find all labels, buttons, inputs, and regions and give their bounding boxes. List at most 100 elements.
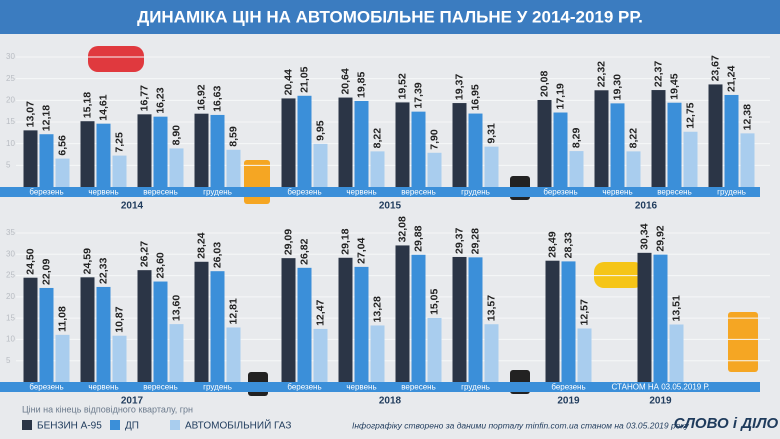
year-label: 2014 bbox=[121, 201, 144, 212]
value-label: 8,59 bbox=[227, 126, 239, 147]
bar bbox=[55, 334, 70, 382]
value-label: 9,31 bbox=[485, 123, 497, 144]
bar bbox=[468, 113, 483, 187]
value-label: 8,22 bbox=[627, 128, 639, 149]
bar bbox=[651, 90, 666, 187]
value-label: 6,56 bbox=[56, 135, 68, 156]
y-tick-label: 30 bbox=[6, 249, 15, 258]
value-label: 28,49 bbox=[546, 231, 558, 257]
y-tick-label: 20 bbox=[6, 292, 15, 301]
value-label: 14,61 bbox=[97, 94, 109, 120]
value-label: 20,44 bbox=[282, 69, 294, 95]
axis-strip bbox=[0, 382, 760, 392]
value-label: 16,77 bbox=[138, 85, 150, 111]
bar bbox=[194, 261, 209, 382]
title-bar bbox=[0, 0, 780, 34]
axis-strip bbox=[0, 187, 760, 197]
value-label: 29,09 bbox=[282, 229, 294, 255]
value-label: 28,24 bbox=[195, 232, 207, 258]
bar bbox=[740, 133, 755, 187]
value-label: 29,37 bbox=[453, 228, 465, 254]
year-label: 2015 bbox=[379, 201, 402, 212]
x-tick-label: березень bbox=[287, 188, 321, 197]
bar bbox=[55, 158, 70, 187]
value-label: 8,90 bbox=[170, 125, 182, 146]
x-tick-label: вересень bbox=[401, 383, 436, 392]
value-label: 12,75 bbox=[684, 102, 696, 128]
fuel-pump-icon bbox=[728, 312, 758, 372]
bar bbox=[354, 266, 369, 382]
x-tick-label: березень bbox=[287, 383, 321, 392]
x-tick-label: червень bbox=[346, 188, 376, 197]
value-label: 11,08 bbox=[56, 306, 68, 332]
bar bbox=[112, 335, 127, 382]
bar bbox=[395, 245, 410, 382]
x-tick-label: грудень bbox=[461, 383, 490, 392]
value-label: 19,45 bbox=[668, 73, 680, 99]
bar bbox=[153, 116, 168, 187]
x-tick-label: СТАНОМ НА 03.05.2019 Р. bbox=[612, 383, 710, 392]
bar bbox=[297, 95, 312, 187]
y-tick-label: 25 bbox=[6, 271, 15, 280]
bar bbox=[653, 254, 668, 382]
value-label: 21,24 bbox=[725, 66, 737, 92]
y-tick-label: 30 bbox=[6, 52, 15, 61]
bar bbox=[468, 257, 483, 382]
bar bbox=[452, 103, 467, 187]
value-label: 19,37 bbox=[453, 74, 465, 100]
value-label: 29,92 bbox=[654, 225, 666, 251]
x-tick-label: червень bbox=[88, 188, 118, 197]
bar bbox=[561, 261, 576, 382]
bar bbox=[395, 102, 410, 187]
bar bbox=[626, 151, 641, 187]
value-label: 17,39 bbox=[412, 82, 424, 108]
year-label: 2019 bbox=[557, 396, 580, 407]
bar bbox=[370, 325, 385, 382]
value-label: 7,25 bbox=[113, 132, 125, 153]
source: Інфографіку створено за даними порталу m… bbox=[352, 420, 689, 430]
x-tick-label: березень bbox=[543, 188, 577, 197]
y-tick-label: 15 bbox=[6, 117, 15, 126]
x-tick-label: березень bbox=[29, 383, 63, 392]
bar bbox=[313, 143, 328, 187]
x-tick-label: грудень bbox=[461, 188, 490, 197]
value-label: 26,27 bbox=[138, 241, 150, 267]
y-tick-label: 25 bbox=[6, 74, 15, 83]
value-label: 22,37 bbox=[652, 61, 664, 87]
bar bbox=[610, 103, 625, 187]
x-tick-label: вересень bbox=[143, 188, 178, 197]
value-label: 29,88 bbox=[412, 225, 424, 251]
value-label: 24,50 bbox=[24, 248, 36, 274]
legend-swatch bbox=[170, 420, 180, 430]
bar bbox=[96, 123, 111, 187]
value-label: 28,33 bbox=[562, 232, 574, 258]
bar bbox=[297, 267, 312, 382]
note: Ціни на кінець відповідного кварталу, гр… bbox=[22, 404, 193, 414]
car-icon bbox=[88, 46, 144, 72]
x-tick-label: вересень bbox=[401, 188, 436, 197]
fuel-pump-icon bbox=[244, 160, 270, 204]
x-tick-label: вересень bbox=[143, 383, 178, 392]
value-label: 15,18 bbox=[81, 92, 93, 118]
bar bbox=[226, 149, 241, 187]
bar bbox=[569, 151, 584, 187]
bar bbox=[226, 327, 241, 382]
bar bbox=[537, 99, 552, 187]
value-label: 8,22 bbox=[371, 128, 383, 149]
value-label: 13,60 bbox=[170, 295, 182, 321]
bar bbox=[96, 286, 111, 382]
bar bbox=[210, 271, 225, 382]
bar bbox=[23, 130, 38, 187]
value-label: 22,09 bbox=[40, 259, 52, 285]
bar bbox=[683, 131, 698, 187]
bar bbox=[169, 324, 184, 382]
value-label: 20,64 bbox=[339, 68, 351, 94]
value-label: 27,04 bbox=[355, 237, 367, 263]
bar bbox=[338, 257, 353, 382]
year-label: 2017 bbox=[121, 396, 144, 407]
value-label: 12,81 bbox=[227, 298, 239, 324]
value-label: 22,32 bbox=[595, 61, 607, 87]
value-label: 23,67 bbox=[709, 55, 721, 81]
x-tick-label: грудень bbox=[717, 188, 746, 197]
value-label: 32,08 bbox=[396, 216, 408, 242]
